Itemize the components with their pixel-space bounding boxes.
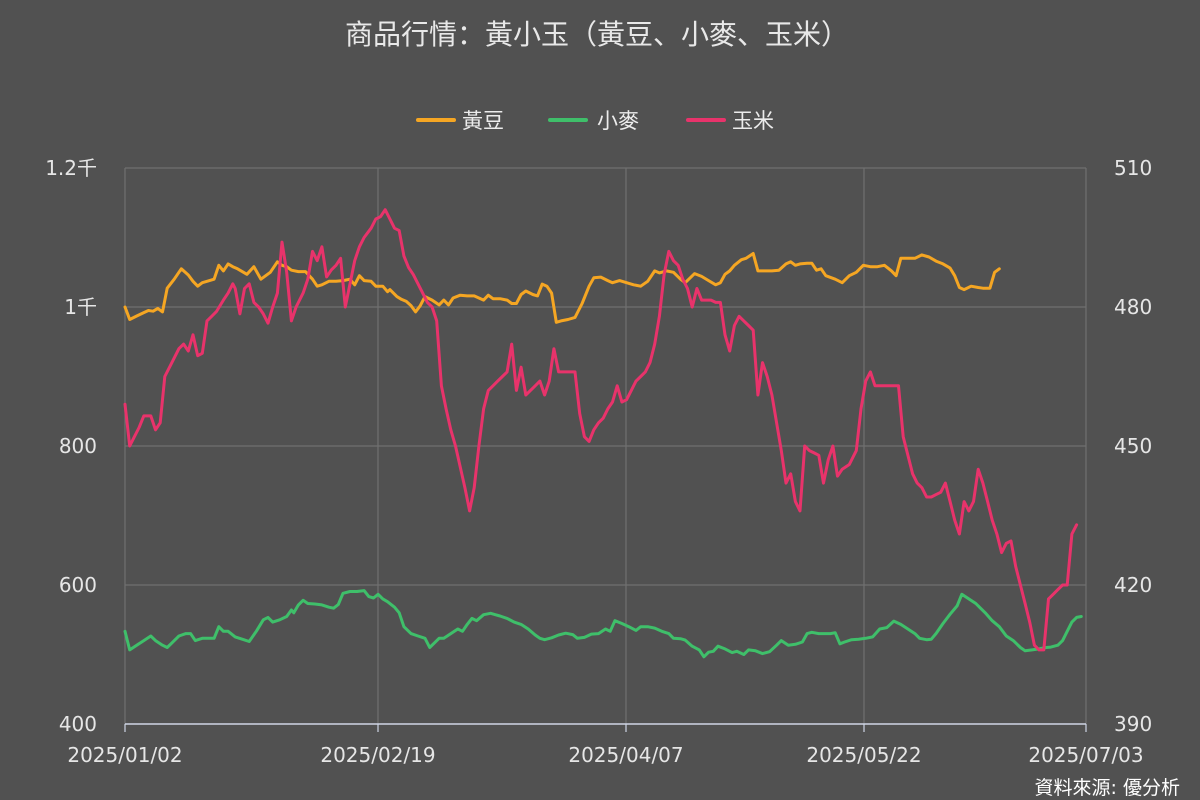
series-line-soybean <box>123 252 1001 324</box>
legend-item-soybean[interactable]: 黃豆 <box>416 109 504 133</box>
series-group <box>123 208 1083 659</box>
x-tick-label: 2025/07/03 <box>1028 743 1143 767</box>
legend-item-wheat[interactable]: 小麥 <box>548 109 639 133</box>
y-left-tick-label: 400 <box>59 712 97 736</box>
y-right-tick-label: 480 <box>1114 295 1152 319</box>
x-tick-label: 2025/02/19 <box>320 743 435 767</box>
x-tick-label: 2025/05/22 <box>806 743 921 767</box>
y-right-tick-label: 420 <box>1114 573 1152 597</box>
legend-label-wheat: 小麥 <box>597 109 639 133</box>
source-credit: 資料來源: 優分析 <box>1035 777 1180 799</box>
legend-label-corn: 玉米 <box>732 109 774 133</box>
y-left-tick-label: 1千 <box>64 295 97 319</box>
legend-item-corn[interactable]: 玉米 <box>686 109 774 133</box>
series-line-corn <box>123 208 1079 652</box>
legend-label-soybean: 黃豆 <box>462 109 504 133</box>
y-left-tick-label: 600 <box>59 573 97 597</box>
x-tick-label: 2025/01/02 <box>67 743 182 767</box>
y-right-tick-label: 450 <box>1114 434 1152 458</box>
y-left-tick-label: 1.2千 <box>45 156 97 180</box>
y-right-tick-label: 510 <box>1114 156 1152 180</box>
x-tick-label: 2025/04/07 <box>568 743 683 767</box>
axes: 400 600 800 1千 1.2千 390 420 450 480 510 2025/01/02… <box>45 156 1152 767</box>
series-line-wheat <box>123 589 1083 659</box>
grid <box>124 167 1087 724</box>
chart-title: 商品行情：黃小玉（黃豆、小麥、玉米） <box>345 18 849 51</box>
y-left-tick-label: 800 <box>59 434 97 458</box>
legend[interactable]: 黃豆 小麥 玉米 <box>416 109 774 133</box>
y-right-tick-label: 390 <box>1114 712 1152 736</box>
